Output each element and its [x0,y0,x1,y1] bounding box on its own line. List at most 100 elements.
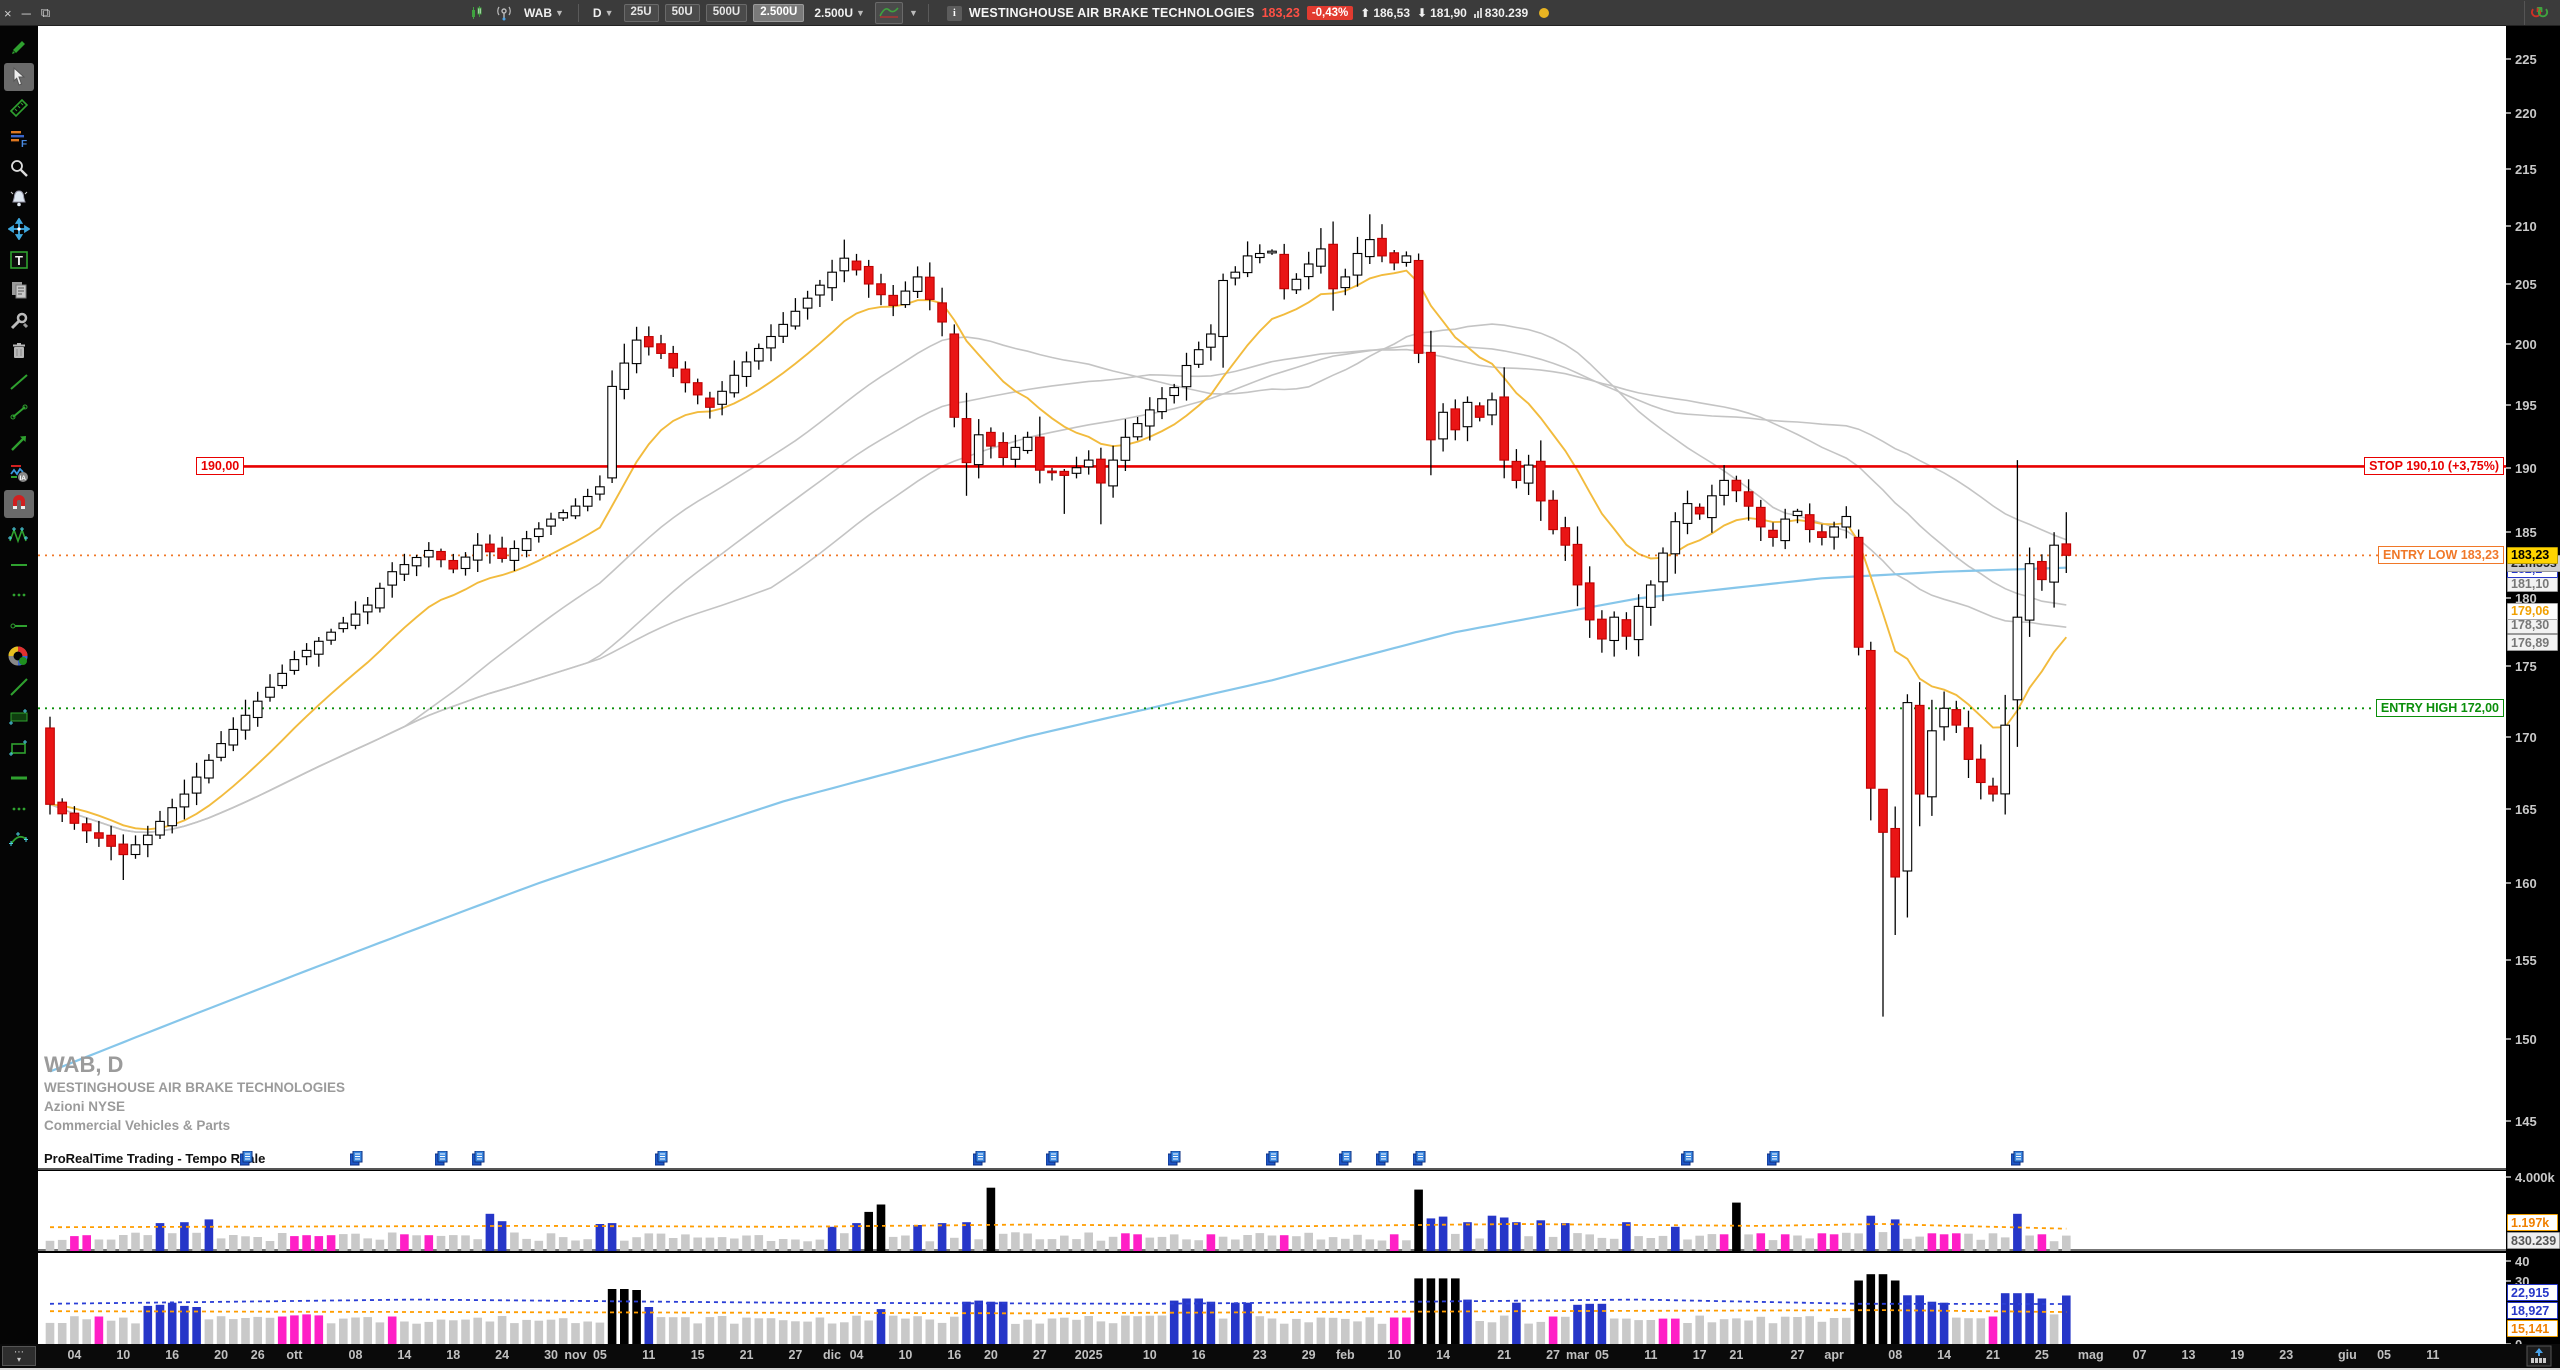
hline-thick-icon[interactable] [4,764,34,792]
indicator-bar [1927,1301,1937,1344]
stream-icon[interactable] [494,3,514,23]
news-event-icon[interactable] [1045,1150,1059,1166]
candle [1755,506,1766,528]
alert-bell-icon[interactable] [4,185,34,213]
arrow-icon[interactable] [4,429,34,457]
price-axis[interactable]: 225 220 215 210 205 200 195 190 185 180 175 170 165 1… [2506,26,2560,1352]
symbol-dropdown[interactable]: WAB ▼ [520,4,568,22]
ia-analysis-icon[interactable]: IA [4,459,34,487]
level-label[interactable]: STOP 190,10 (+3,75%) [2364,457,2504,476]
level-label[interactable]: ENTRY LOW 183,23 [2377,546,2504,565]
candle [1108,459,1118,487]
timeframe-dropdown[interactable]: D ▼ [589,4,618,22]
news-event-icon[interactable] [2010,1150,2024,1166]
zoom-25u-button[interactable]: 25U [623,4,659,22]
more-dots-2-icon[interactable] [4,795,34,823]
volume-pane[interactable] [38,1171,2506,1251]
time-tick: 13 [2181,1348,2196,1362]
zoom-2500u-button[interactable]: 2.500U [753,4,805,22]
copy-icon[interactable] [4,276,34,304]
rectangle-icon[interactable] [4,734,34,762]
cursor-icon[interactable] [4,62,34,91]
backtest-icon[interactable]: F [4,124,34,152]
zoom-500u-button[interactable]: 500U [705,4,748,22]
level-label[interactable]: 190,00 [196,457,245,476]
price-chart-canvas[interactable] [38,26,2506,1148]
news-event-icon[interactable] [972,1150,986,1166]
indicator-bar [1597,1303,1607,1344]
time-axis[interactable]: ⋯ ▾ 04 10 16 20 26 ott 08 14 18 24 30 nov 05 11 15 21 27 d… [0,1344,2560,1368]
volume-bar [1304,1232,1313,1251]
news-event-icon[interactable] [239,1150,253,1166]
candle [1768,529,1778,538]
volume-bar [1316,1239,1326,1251]
candle [167,807,178,827]
price-badge: 179,06 [2507,602,2558,620]
volume-bar [497,1221,507,1251]
chart-style-button[interactable] [874,2,903,24]
news-event-icon[interactable] [1766,1150,1780,1166]
indicator-bar [668,1317,678,1344]
trendline-icon[interactable] [4,368,34,396]
ruler-icon[interactable] [4,93,34,121]
color-wheel-icon[interactable] [4,642,34,670]
volume-bar [1658,1235,1668,1251]
fib-box-icon[interactable] [4,703,34,731]
info-icon[interactable]: i [946,5,962,21]
indicator-bar [2013,1293,2022,1344]
indicator-bar [387,1316,397,1344]
symbol-label: WAB [524,6,552,20]
hline-icon[interactable] [4,551,34,579]
hsegment-icon[interactable] [4,612,34,640]
indicator-bar [1744,1320,1753,1344]
news-event-icon[interactable] [1680,1150,1694,1166]
magnet-icon[interactable] [4,489,34,518]
news-event-icon[interactable] [1338,1150,1352,1166]
news-event-icon[interactable] [654,1150,668,1166]
axis-settings-icon[interactable] [2526,1345,2552,1370]
volume-bar [1402,1240,1411,1251]
market-status-dot [1539,8,1550,18]
volume-bar [888,1236,898,1251]
time-tick: 19 [2230,1348,2245,1362]
news-event-icon[interactable] [471,1150,485,1166]
indicator-pane[interactable] [38,1253,2506,1344]
close-icon[interactable]: × [4,5,12,21]
candle [778,323,789,337]
indicator-bar [339,1318,348,1344]
volume-bar [986,1187,996,1251]
restore-icon[interactable]: ⧉ [40,5,51,20]
news-event-icon[interactable] [349,1150,363,1166]
pattern-peaks-icon[interactable] [4,520,34,548]
news-event-icon[interactable] [1167,1150,1181,1166]
minimize-icon[interactable]: ─ [21,5,31,21]
tools-icon[interactable] [4,307,34,335]
indicator-bar [290,1315,299,1344]
arc-icon[interactable] [4,825,34,853]
draw-pencil-icon[interactable] [4,32,34,60]
time-tick: 05 [2377,1348,2391,1362]
news-event-icon[interactable] [434,1150,448,1166]
more-dots-icon[interactable] [4,581,34,609]
indicator-bar [815,1317,825,1344]
timeline-settings-button[interactable]: ⋯ ▾ [2,1346,36,1366]
segment-icon[interactable] [4,398,34,426]
price-chart-pane[interactable] [38,26,2506,1148]
news-event-icon[interactable] [1412,1150,1426,1166]
chevron-down-icon[interactable]: ▼ [908,8,918,18]
news-event-icon[interactable] [1265,1150,1279,1166]
indicator-bar [1475,1321,1484,1344]
trash-icon[interactable] [4,337,34,365]
news-event-icon[interactable] [1375,1150,1389,1166]
candlestick-mini-icon[interactable] [468,3,488,23]
bars-count-dropdown[interactable]: 2.500U ▼ [814,6,865,20]
move-icon[interactable] [4,215,34,243]
text-tool-icon[interactable]: T [4,246,34,274]
zoom-50u-button[interactable]: 50U [664,4,700,22]
candle [81,823,92,832]
level-label[interactable]: ENTRY HIGH 172,00 [2375,699,2504,718]
refresh-button[interactable]: ↺ ↻ [2524,1,2554,25]
volume-bar [1536,1220,1546,1251]
diagonal-icon[interactable] [4,673,34,701]
magnifier-icon[interactable] [4,154,34,182]
